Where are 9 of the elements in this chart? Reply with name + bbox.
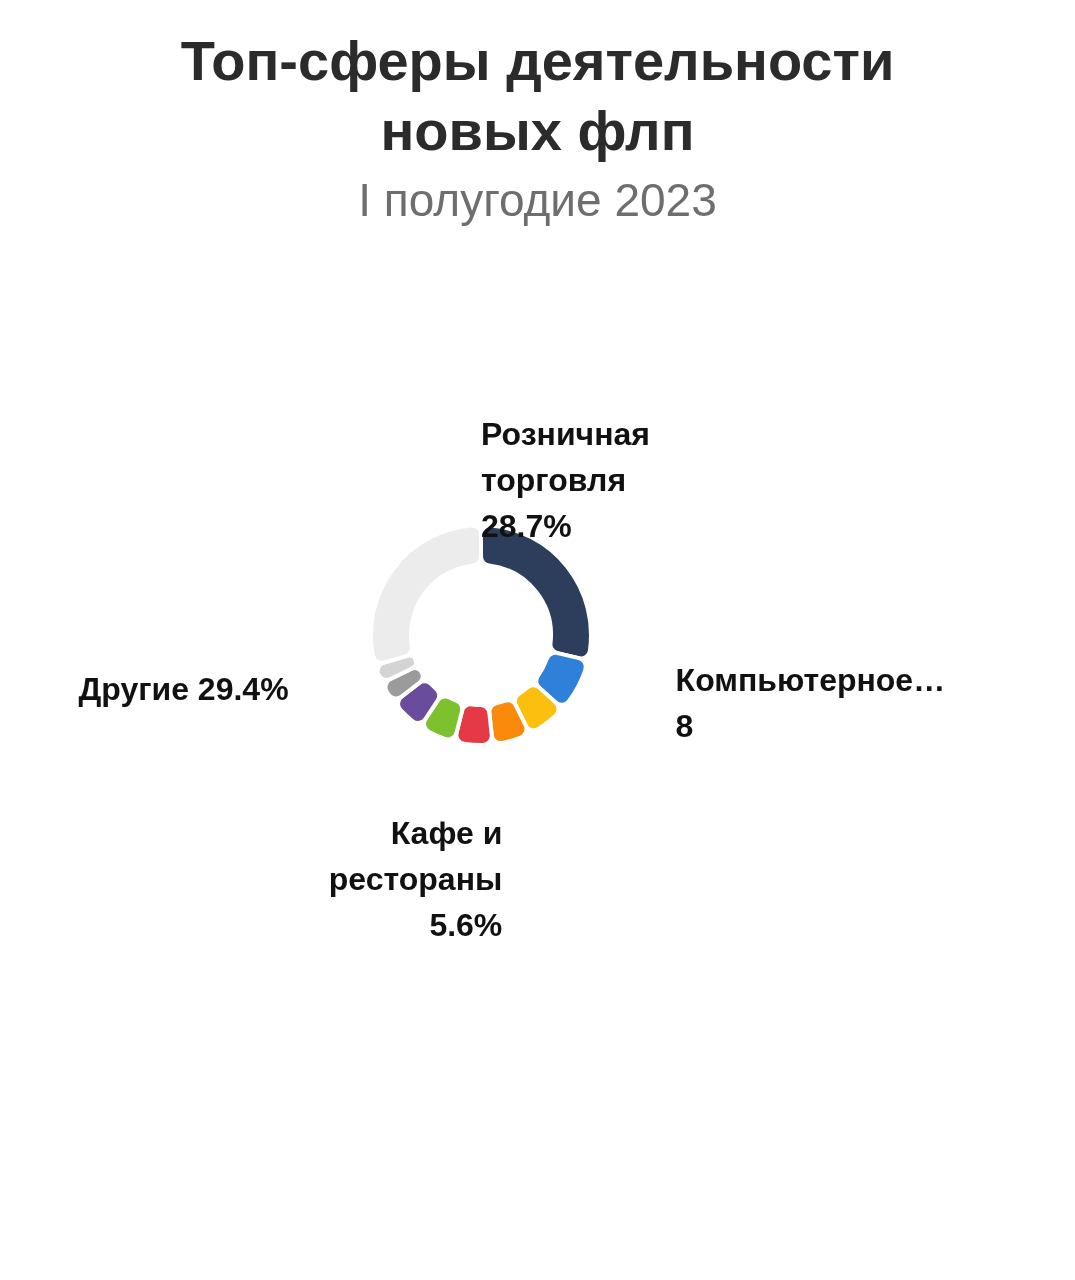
data-label: 8: [675, 708, 694, 745]
slice-label: Кафе и рестораны: [328, 814, 503, 897]
chart-subtitle: I полугодие 2023: [358, 174, 717, 226]
data-label: 28.7%: [481, 508, 572, 544]
slice-label: Розничная торговля: [481, 416, 650, 498]
chart-title: Топ-сферы деятельности новых флп: [180, 29, 895, 162]
slice-label: Компьютерное…: [675, 662, 946, 699]
slice-label: Другие 29.4%: [78, 670, 289, 707]
data-label: 5.6%: [429, 906, 503, 943]
